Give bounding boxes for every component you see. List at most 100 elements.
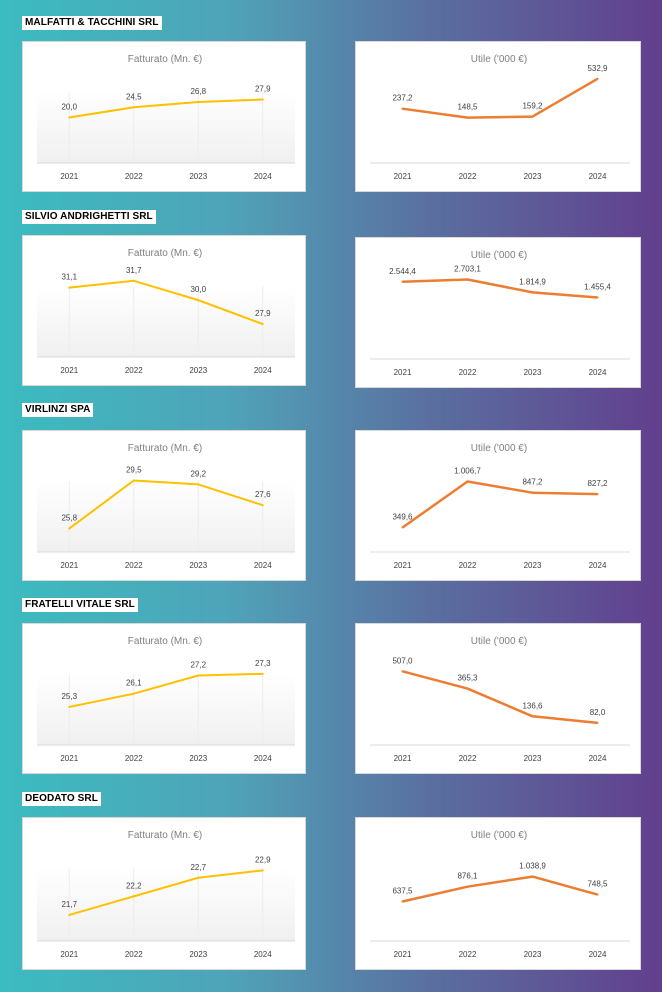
x-tick-2021: 2021 [60, 561, 78, 570]
chart-revenue-vitale: Fatturato (Mn. €) 25,3 26,1 27,2 27,3 2021 202… [22, 623, 306, 774]
data-point-2021 [68, 286, 71, 289]
plot-background [37, 674, 295, 745]
chart-svg: Utile ('000 €) 237,2 148,5 159,2 532,9 2021 20… [370, 54, 630, 181]
chart-profit-virlinzi: Utile ('000 €) 349,6 1.006,7 847,2 827,2 2021… [355, 430, 641, 581]
x-tick-2021: 2021 [60, 950, 78, 959]
data-point-2023 [197, 674, 200, 677]
x-tick-2024: 2024 [254, 172, 272, 181]
chart-revenue-virlinzi: Fatturato (Mn. €) 25,8 29,5 29,2 27,6 2021 202… [22, 430, 306, 581]
data-label-2023: 136,6 [522, 701, 543, 710]
x-tick-2023: 2023 [524, 172, 542, 181]
data-point-2023 [531, 115, 534, 118]
data-point-2021 [68, 913, 71, 916]
chart-svg: Fatturato (Mn. €) 31,1 31,7 30,0 27,9 2021 202… [37, 248, 295, 375]
data-label-2023: 1.814,9 [519, 277, 546, 286]
company-title-virlinzi: VIRLINZI SPA [22, 403, 94, 417]
chart-profit-vitale: Utile ('000 €) 507,0 365,3 136,6 82,0 2021 202… [355, 623, 641, 774]
x-tick-2022: 2022 [125, 561, 143, 570]
data-point-2021 [401, 107, 404, 110]
chart-svg: Utile ('000 €) 349,6 1.006,7 847,2 827,2 2021… [370, 443, 630, 570]
x-tick-2021: 2021 [60, 366, 78, 375]
x-tick-2024: 2024 [589, 368, 607, 377]
series-line [69, 279, 264, 325]
data-label-2024: 27,6 [255, 490, 271, 499]
data-point-2024 [596, 893, 599, 896]
x-tick-2023: 2023 [189, 754, 207, 763]
data-label-2023: 26,8 [190, 87, 206, 96]
series-line [401, 480, 598, 529]
chart-title: Utile ('000 €) [471, 636, 527, 647]
data-point-2023 [531, 491, 534, 494]
data-label-2024: 27,3 [255, 659, 271, 668]
data-point-2024 [261, 672, 264, 675]
data-point-2023 [531, 715, 534, 718]
data-point-2022 [132, 279, 135, 282]
chart-title: Fatturato (Mn. €) [128, 443, 202, 454]
data-label-2023: 29,2 [190, 469, 206, 478]
chart-svg: Fatturato (Mn. €) 20,0 24,5 26,8 27,9 2021 202… [37, 54, 295, 181]
data-point-2021 [401, 900, 404, 903]
data-label-2024: 748,5 [587, 880, 608, 889]
chart-title: Fatturato (Mn. €) [128, 54, 202, 65]
chart-svg: Fatturato (Mn. €) 25,8 29,5 29,2 27,6 2021 202… [37, 443, 295, 570]
chart-revenue-malfatti: Fatturato (Mn. €) 20,0 24,5 26,8 27,9 2021 202… [22, 41, 306, 192]
chart-profit-andrighetti: Utile ('000 €) 2.544,4 2.703,1 1.814,9 1.455… [355, 237, 641, 388]
series-line [69, 98, 263, 119]
x-tick-2024: 2024 [589, 950, 607, 959]
company-title-vitale: FRATELLI VITALE SRL [22, 598, 138, 612]
x-tick-2023: 2023 [524, 754, 542, 763]
data-label-2024: 532,9 [587, 64, 608, 73]
chart-profit-malfatti: Utile ('000 €) 237,2 148,5 159,2 532,9 2021 20… [355, 41, 641, 192]
data-label-2022: 148,5 [457, 103, 478, 112]
data-label-2023: 159,2 [522, 102, 543, 111]
data-point-2024 [596, 77, 599, 80]
chart-title: Fatturato (Mn. €) [128, 248, 202, 259]
data-point-2023 [197, 483, 200, 486]
chart-revenue-andrighetti: Fatturato (Mn. €) 31,1 31,7 30,0 27,9 2021 202… [22, 235, 306, 386]
series-line [402, 77, 599, 119]
series-line [402, 875, 598, 903]
plot-background [37, 481, 295, 552]
x-tick-2023: 2023 [524, 950, 542, 959]
data-point-2024 [596, 493, 599, 496]
x-tick-2022: 2022 [459, 950, 477, 959]
data-point-2022 [132, 106, 135, 109]
data-label-2021: 20,0 [61, 103, 77, 112]
data-point-2021 [68, 116, 71, 119]
x-tick-2022: 2022 [125, 172, 143, 181]
data-label-2021: 237,2 [392, 94, 413, 103]
series-line [402, 670, 598, 725]
data-point-2024 [596, 296, 599, 299]
data-point-2022 [466, 480, 469, 483]
data-point-2022 [132, 895, 135, 898]
x-tick-2021: 2021 [60, 754, 78, 763]
data-point-2022 [466, 278, 469, 281]
data-label-2024: 827,2 [587, 479, 608, 488]
company-title-malfatti: MALFATTI & TACCHINI SRL [22, 16, 162, 30]
data-point-2022 [132, 692, 135, 695]
data-label-2022: 876,1 [457, 872, 478, 881]
data-point-2021 [401, 526, 404, 529]
chart-svg: Fatturato (Mn. €) 25,3 26,1 27,2 27,3 2021 202… [37, 636, 295, 763]
chart-title: Fatturato (Mn. €) [128, 636, 202, 647]
data-point-2023 [531, 875, 534, 878]
data-label-2021: 31,1 [61, 273, 77, 282]
x-tick-2024: 2024 [254, 754, 272, 763]
x-tick-2024: 2024 [589, 754, 607, 763]
x-tick-2021: 2021 [60, 172, 78, 181]
data-point-2024 [261, 98, 264, 101]
data-point-2021 [68, 705, 71, 708]
chart-svg: Fatturato (Mn. €) 21,7 22,2 22,7 22,9 2021 202… [37, 830, 295, 959]
series-line [68, 479, 264, 530]
x-tick-2023: 2023 [189, 950, 207, 959]
data-label-2024: 27,9 [255, 85, 271, 94]
series-line [402, 278, 598, 299]
data-label-2023: 27,2 [190, 661, 206, 670]
x-tick-2024: 2024 [254, 950, 272, 959]
x-tick-2021: 2021 [394, 754, 412, 763]
data-label-2023: 847,2 [522, 478, 543, 487]
data-label-2022: 22,2 [126, 881, 142, 890]
plot-background [37, 868, 295, 941]
data-label-2024: 27,9 [255, 309, 271, 318]
x-tick-2022: 2022 [459, 561, 477, 570]
